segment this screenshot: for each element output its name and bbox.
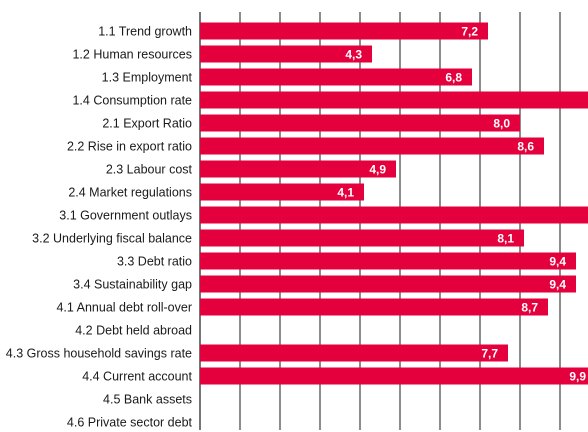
bar-value-label: 8,0 (493, 117, 510, 131)
category-label: 1.4 Consumption rate (72, 94, 192, 108)
category-label: 1.1 Trend growth (98, 25, 192, 39)
bar (200, 137, 544, 155)
category-label: 3.2 Underlying fiscal balance (32, 232, 192, 246)
bar (200, 114, 520, 132)
bar-value-label: 4,9 (369, 163, 386, 177)
bar-value-label: 9,4 (549, 278, 566, 292)
bar-value-label: 4,1 (337, 186, 354, 200)
bar-value-label: 4,3 (345, 48, 362, 62)
bar-value-label: 7,2 (461, 25, 478, 39)
category-label: 4.4 Current account (82, 370, 192, 384)
bar-value-label: 8,6 (517, 140, 534, 154)
bar (200, 45, 372, 63)
bar-value-label: 8,7 (521, 301, 538, 315)
category-label: 2.3 Labour cost (106, 163, 193, 177)
category-label: 1.2 Human resources (72, 48, 192, 62)
bar (200, 91, 588, 109)
bar-value-label: 9,4 (549, 255, 566, 269)
category-label: 3.1 Government outlays (59, 209, 192, 223)
bar (200, 298, 548, 316)
bar-value-label: 6,8 (445, 71, 462, 85)
category-label: 2.2 Rise in export ratio (67, 140, 192, 154)
category-label: 3.4 Sustainability gap (73, 278, 192, 292)
bar-value-label: 8,1 (497, 232, 514, 246)
bar-value-label: 9,9 (569, 370, 586, 384)
category-label: 4.2 Debt held abroad (75, 324, 192, 338)
bar (200, 160, 396, 178)
bar (200, 344, 508, 362)
category-label: 4.3 Gross household savings rate (6, 347, 192, 361)
category-label: 1.3 Employment (102, 71, 193, 85)
bar-value-label: 7,7 (481, 347, 498, 361)
category-label: 4.5 Bank assets (103, 393, 192, 407)
bar (200, 206, 588, 224)
category-label: 2.1 Export Ratio (102, 117, 192, 131)
category-label: 4.6 Private sector debt (67, 416, 193, 430)
bar (200, 22, 488, 40)
category-label: 2.4 Market regulations (68, 186, 192, 200)
category-label: 3.3 Debt ratio (117, 255, 192, 269)
bar (200, 367, 588, 385)
bar (200, 275, 576, 293)
bar (200, 252, 576, 270)
bar (200, 229, 524, 247)
bar (200, 68, 472, 86)
category-label: 4.1 Annual debt roll-over (56, 301, 192, 315)
bar (200, 183, 364, 201)
